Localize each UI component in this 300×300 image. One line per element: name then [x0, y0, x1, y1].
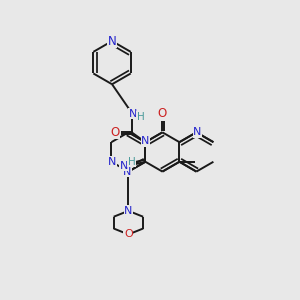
Text: O: O — [110, 126, 120, 139]
Text: N: N — [193, 127, 202, 137]
Text: N: N — [123, 167, 132, 177]
Text: O: O — [124, 230, 133, 239]
Text: N: N — [128, 109, 137, 119]
Text: N: N — [108, 157, 117, 167]
Text: N: N — [141, 136, 150, 146]
Text: H: H — [128, 157, 136, 167]
Text: N: N — [108, 34, 116, 48]
Text: H: H — [136, 112, 144, 122]
Text: N: N — [120, 161, 128, 171]
Text: N: N — [124, 206, 133, 216]
Text: O: O — [158, 107, 167, 120]
